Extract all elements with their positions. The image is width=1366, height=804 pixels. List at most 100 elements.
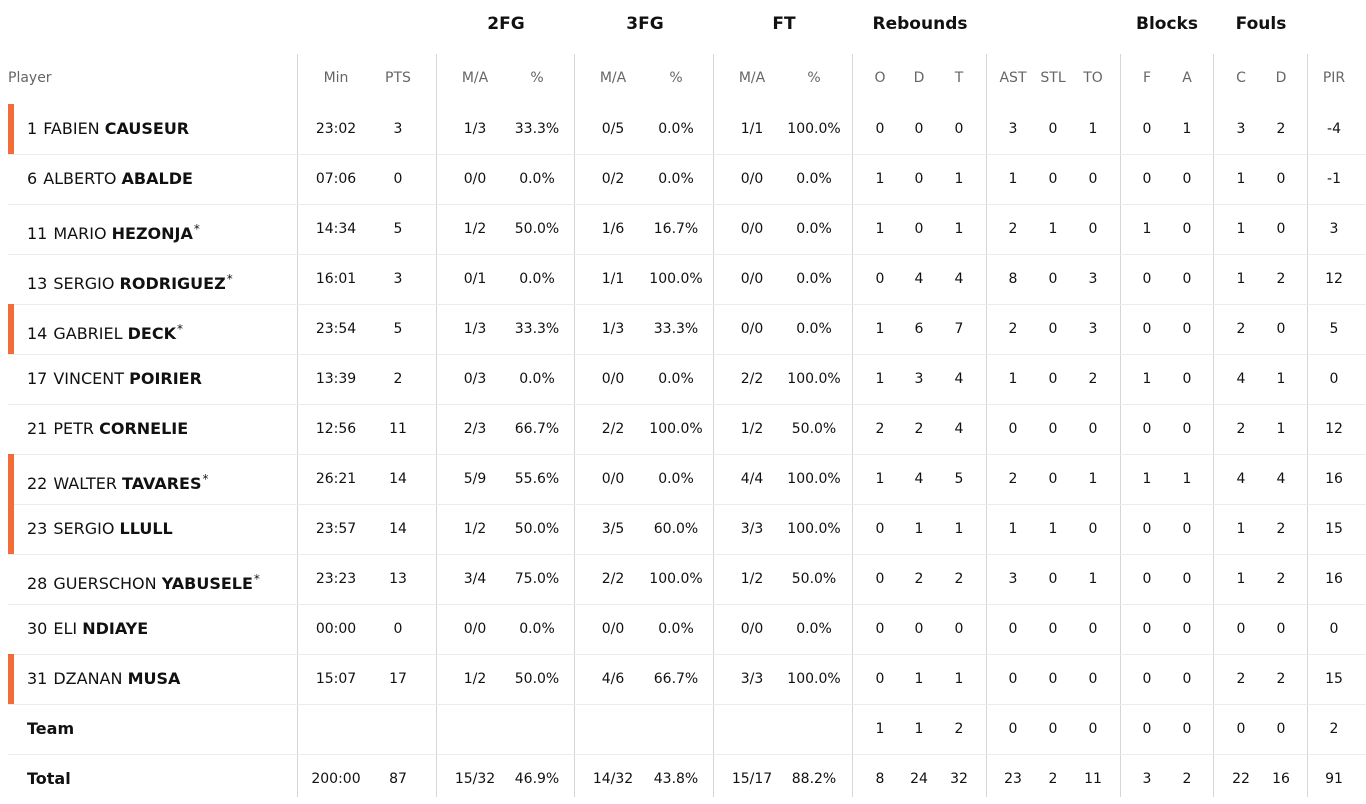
stat-reb-t: 1 (954, 521, 964, 537)
player-row[interactable]: 30 ELI NDIAYE 00:00 0 0/0 0.0% 0/0 0.0% 0/0 0.0% 0… (0, 604, 1366, 654)
stat-ast: 0 (1008, 621, 1018, 637)
stat-stl: 0 (1048, 471, 1058, 487)
stat-2fg-ma: 0/1 (463, 271, 487, 287)
stat-3fg-ma: 1/3 (601, 321, 625, 337)
stat-reb-t: 4 (954, 371, 964, 387)
stat-blk-f: 3 (1142, 771, 1152, 787)
player-name[interactable]: 30 ELI NDIAYE (27, 604, 148, 654)
stat-3fg-pct: 100.0% (649, 271, 703, 287)
stat-stl: 0 (1048, 321, 1058, 337)
stat-3fg-pct: 16.7% (653, 221, 699, 237)
player-first-name: SERGIO (53, 519, 120, 538)
stat-3fg-ma: 4/6 (601, 671, 625, 687)
stat-pir: -4 (1327, 121, 1341, 137)
player-name[interactable]: 1 FABIEN CAUSEUR (27, 104, 189, 154)
stat-min: 23:23 (315, 571, 357, 587)
stat-ft-ma: 1/2 (740, 571, 764, 587)
stat-3fg-ma: 2/2 (601, 421, 625, 437)
player-row[interactable]: 1 FABIEN CAUSEUR 23:02 3 1/3 33.3% 0/5 0.0% 1/1 1… (0, 104, 1366, 154)
stat-3fg-pct: 0.0% (658, 621, 694, 637)
stat-ft-pct: 50.0% (791, 421, 837, 437)
stat-to: 0 (1088, 221, 1098, 237)
team-row: Team 1 1 2 0 0 0 0 0 0 0 2 (0, 704, 1366, 754)
stat-blk-a: 0 (1182, 571, 1192, 587)
stat-3fg-pct: 100.0% (649, 421, 703, 437)
stat-ast: 2 (1008, 471, 1018, 487)
column-header-to: TO (1083, 70, 1103, 86)
player-row[interactable]: 21 PETR CORNELIE 12:56 11 2/3 66.7% 2/2 100.0% 1… (0, 404, 1366, 454)
stat-pts: 3 (393, 271, 403, 287)
player-name[interactable]: 13 SERGIO RODRIGUEZ* (27, 254, 233, 309)
stat-reb-t: 1 (954, 671, 964, 687)
player-row[interactable]: 28 GUERSCHON YABUSELE* 23:23 13 3/4 75.0% 2/2 1… (0, 554, 1366, 604)
stat-blk-a: 1 (1182, 121, 1192, 137)
stat-reb-o: 1 (875, 321, 885, 337)
player-name[interactable]: 31 DZANAN MUSA (27, 654, 180, 704)
stat-2fg-pct: 0.0% (519, 371, 555, 387)
stat-2fg-pct: 75.0% (514, 571, 560, 587)
stat-pir: 16 (1325, 571, 1343, 587)
stat-2fg-ma: 0/3 (463, 371, 487, 387)
stat-min: 15:07 (315, 671, 357, 687)
column-header-blk-f: F (1142, 70, 1152, 86)
player-first-name: FABIEN (43, 119, 105, 138)
player-name[interactable]: 22 WALTER TAVARES* (27, 454, 208, 509)
player-last-name: CORNELIE (99, 419, 189, 438)
player-name[interactable]: 28 GUERSCHON YABUSELE* (27, 554, 260, 609)
player-name[interactable]: 17 VINCENT POIRIER (27, 354, 202, 404)
stat-reb-t: 1 (954, 221, 964, 237)
column-header-foul-c: C (1236, 70, 1246, 86)
player-row[interactable]: 31 DZANAN MUSA 15:07 17 1/2 50.0% 4/6 66.7% 3/3 1… (0, 654, 1366, 704)
player-row[interactable]: 6 ALBERTO ABALDE 07:06 0 0/0 0.0% 0/2 0.0% 0/0 0.… (0, 154, 1366, 204)
starter-mark: * (193, 222, 200, 236)
player-row[interactable]: 14 GABRIEL DECK* 23:54 5 1/3 33.3% 1/3 33.3% 0/0… (0, 304, 1366, 354)
stat-3fg-ma: 3/5 (601, 521, 625, 537)
player-first-name: WALTER (53, 474, 123, 493)
player-row[interactable]: 23 SERGIO LLULL 23:57 14 1/2 50.0% 3/5 60.0% 3/3… (0, 504, 1366, 554)
stat-to: 0 (1088, 521, 1098, 537)
player-row[interactable]: 22 WALTER TAVARES* 26:21 14 5/9 55.6% 0/0 0.0% 4… (0, 454, 1366, 504)
column-divider (713, 54, 714, 797)
stat-2fg-pct: 0.0% (519, 621, 555, 637)
stat-foul-d: 16 (1272, 771, 1290, 787)
row-divider (8, 754, 1366, 755)
stat-to: 3 (1088, 321, 1098, 337)
stat-foul-d: 1 (1276, 371, 1286, 387)
player-name[interactable]: 11 MARIO HEZONJA* (27, 204, 200, 259)
player-name[interactable]: 14 GABRIEL DECK* (27, 304, 183, 359)
player-row[interactable]: 17 VINCENT POIRIER 13:39 2 0/3 0.0% 0/0 0.0% 2/2… (0, 354, 1366, 404)
stat-ft-ma: 1/2 (740, 421, 764, 437)
player-number: 22 (27, 474, 48, 493)
player-last-name: TAVARES (122, 474, 202, 493)
player-row[interactable]: 13 SERGIO RODRIGUEZ* 16:01 3 0/1 0.0% 1/1 100.0… (0, 254, 1366, 304)
stat-ast: 23 (1004, 771, 1022, 787)
stat-3fg-ma: 14/32 (592, 771, 634, 787)
column-divider (1307, 54, 1308, 797)
player-number: 11 (27, 224, 48, 243)
stat-ast: 0 (1008, 721, 1018, 737)
stat-2fg-pct: 50.0% (514, 221, 560, 237)
stat-ast: 3 (1008, 121, 1018, 137)
stat-reb-o: 0 (875, 121, 885, 137)
stat-reb-t: 32 (950, 771, 968, 787)
stat-blk-f: 0 (1142, 521, 1152, 537)
player-row[interactable]: 11 MARIO HEZONJA* 14:34 5 1/2 50.0% 1/6 16.7% 0/… (0, 204, 1366, 254)
stat-reb-d: 0 (914, 171, 924, 187)
stat-blk-a: 0 (1182, 421, 1192, 437)
stat-blk-a: 0 (1182, 671, 1192, 687)
player-first-name: MARIO (53, 224, 112, 243)
column-header-pts: PTS (385, 70, 411, 86)
row-divider (8, 404, 1366, 405)
stat-blk-a: 0 (1182, 371, 1192, 387)
stat-reb-t: 2 (954, 571, 964, 587)
stat-blk-f: 0 (1142, 621, 1152, 637)
player-name[interactable]: 6 ALBERTO ABALDE (27, 154, 193, 204)
stat-ft-pct: 0.0% (796, 271, 832, 287)
stat-stl: 0 (1048, 671, 1058, 687)
stat-pts: 0 (393, 621, 403, 637)
player-name[interactable]: 21 PETR CORNELIE (27, 404, 188, 454)
stat-3fg-pct: 60.0% (653, 521, 699, 537)
stat-pts: 5 (393, 321, 403, 337)
stat-min: 16:01 (315, 271, 357, 287)
player-name[interactable]: 23 SERGIO LLULL (27, 504, 173, 554)
